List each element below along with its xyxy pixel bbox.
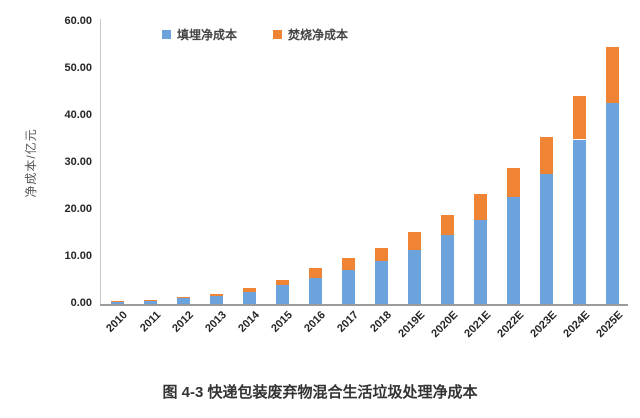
bar-incineration-2014 xyxy=(242,288,256,292)
bar-landfill-2022E xyxy=(506,196,520,304)
legend-item-incineration: 焚烧净成本 xyxy=(273,26,348,43)
x-axis-label: 2024E xyxy=(561,309,592,340)
y-tick-label: 10.00 xyxy=(64,250,92,262)
bar-incineration-2012 xyxy=(176,296,190,298)
x-axis-label: 2020E xyxy=(429,309,460,340)
bar-landfill-2017 xyxy=(341,269,355,304)
y-axis-line xyxy=(100,19,101,304)
bar-landfill-2019E xyxy=(407,249,421,304)
bar-landfill-2025E xyxy=(605,102,619,304)
bar-landfill-2016 xyxy=(308,277,322,304)
bar-incineration-2017 xyxy=(341,258,355,270)
x-axis-label: 2021E xyxy=(462,309,493,340)
bar-landfill-2021E xyxy=(473,219,487,304)
x-axis-label: 2011 xyxy=(137,309,163,335)
x-axis-label: 2023E xyxy=(528,309,559,340)
legend-item-landfill: 填埋净成本 xyxy=(162,26,237,43)
x-axis-label: 2025E xyxy=(594,309,625,340)
x-axis-label: 2022E xyxy=(495,309,526,340)
bar-landfill-2014 xyxy=(242,291,256,304)
figure-caption: 图 4-3 快递包装废弃物混合生活垃圾处理净成本 xyxy=(162,384,478,401)
bar-landfill-2010 xyxy=(110,301,124,304)
bar-incineration-2020E xyxy=(440,215,454,235)
bar-incineration-2023E xyxy=(539,137,553,174)
bar-incineration-2019E xyxy=(407,232,421,250)
bar-landfill-2023E xyxy=(539,173,553,304)
y-tick-label: 0.00 xyxy=(70,297,92,309)
legend-label-landfill: 填埋净成本 xyxy=(177,28,238,42)
bar-incineration-2018 xyxy=(374,247,388,261)
bar-landfill-2013 xyxy=(209,296,223,304)
legend-label-incineration: 焚烧净成本 xyxy=(288,28,349,42)
bar-landfill-2012 xyxy=(176,297,190,304)
bar-incineration-2024E xyxy=(572,95,586,140)
legend: 填埋净成本 焚烧净成本 xyxy=(162,26,348,43)
x-axis-label: 2010 xyxy=(104,309,130,335)
landfill-swatch-icon xyxy=(162,30,171,39)
x-axis-label: 2014 xyxy=(236,309,262,335)
x-axis-label: 2016 xyxy=(302,309,328,335)
bar-incineration-2022E xyxy=(506,168,520,197)
bar-incineration-2016 xyxy=(308,268,322,278)
x-axis-label: 2018 xyxy=(368,309,394,335)
bar-incineration-2025E xyxy=(605,46,619,103)
bar-landfill-2024E xyxy=(572,139,586,304)
bar-landfill-2011 xyxy=(143,300,157,304)
bar-incineration-2021E xyxy=(473,194,487,220)
x-axis-label: 2019E xyxy=(396,309,427,340)
bar-incineration-2015 xyxy=(275,280,289,285)
y-tick-label: 30.00 xyxy=(64,156,92,168)
incineration-swatch-icon xyxy=(273,30,283,39)
bar-landfill-2015 xyxy=(275,284,289,304)
bar-landfill-2020E xyxy=(440,234,454,304)
y-tick-label: 40.00 xyxy=(64,109,92,121)
bar-incineration-2013 xyxy=(209,294,223,296)
y-tick-label: 20.00 xyxy=(64,203,92,215)
x-axis-label: 2017 xyxy=(335,309,361,335)
y-tick-label: 50.00 xyxy=(64,62,92,74)
bar-landfill-2018 xyxy=(374,260,388,304)
x-axis-line xyxy=(100,304,628,306)
x-axis-label: 2015 xyxy=(269,309,295,335)
x-axis-label: 2013 xyxy=(203,309,229,335)
x-axis-label: 2012 xyxy=(170,309,196,335)
y-tick-label: 60.00 xyxy=(64,15,92,27)
